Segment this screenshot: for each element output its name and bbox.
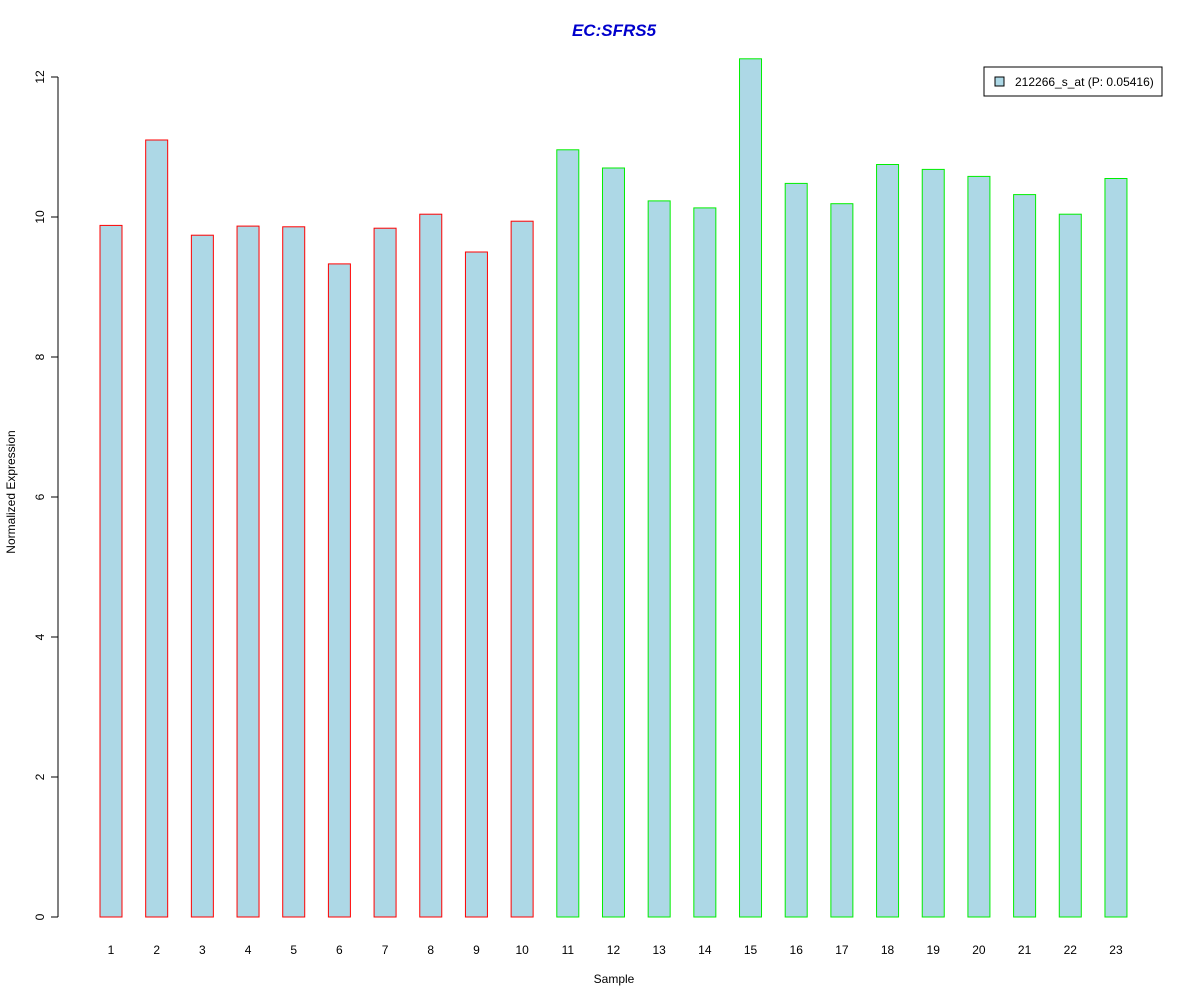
bar-sample-3: [190, 234, 214, 918]
bar-sample-6: [327, 263, 351, 918]
bar-sample-2: [145, 139, 169, 918]
x-tick-labels: 1 2 3 4 5 6 7 8 9 10 11 12 13 14 15 16 17 18 19 20 21 22 23: [108, 943, 1123, 957]
y-tick-label: 4: [33, 633, 47, 640]
bar-sample-21: [1013, 194, 1037, 918]
bar-sample-23: [1104, 178, 1128, 918]
x-tick-label: 22: [1064, 943, 1078, 957]
y-tick-label: 2: [33, 773, 47, 780]
y-tick-label: 6: [33, 493, 47, 500]
bar-sample-13: [647, 200, 671, 918]
bars: [99, 58, 1128, 918]
x-axis-label: Sample: [594, 972, 635, 986]
x-tick-label: 8: [427, 943, 434, 957]
bar-sample-11: [556, 149, 580, 918]
x-tick-label: 14: [698, 943, 712, 957]
bar-sample-7: [373, 227, 397, 918]
legend: 212266_s_at (P: 0.05416): [983, 66, 1163, 97]
bar-sample-5: [282, 226, 306, 918]
bar-sample-12: [601, 167, 625, 918]
x-tick-label: 3: [199, 943, 206, 957]
x-tick-label: 7: [382, 943, 389, 957]
y-axis-label: Normalized Expression: [4, 430, 18, 553]
bar-sample-19: [921, 168, 945, 918]
chart-title: EC:SFRS5: [572, 21, 657, 40]
x-tick-label: 18: [881, 943, 895, 957]
x-tick-label: 20: [972, 943, 986, 957]
x-tick-label: 5: [290, 943, 297, 957]
bar-sample-1: [99, 224, 123, 918]
x-tick-label: 16: [790, 943, 804, 957]
bar-sample-22: [1058, 213, 1082, 918]
y-tick-label: 8: [33, 353, 47, 360]
y-axis: 0 2 4 6 8 10 12: [33, 70, 59, 920]
bar-sample-17: [830, 203, 854, 918]
legend-swatch: [994, 76, 1005, 87]
x-tick-label: 11: [562, 943, 575, 957]
x-tick-label: 21: [1018, 943, 1032, 957]
bar-sample-18: [876, 164, 900, 918]
x-tick-label: 17: [835, 943, 849, 957]
y-tick-label: 10: [33, 210, 47, 224]
x-tick-label: 6: [336, 943, 343, 957]
x-tick-label: 19: [927, 943, 941, 957]
legend-box: [983, 66, 1163, 97]
y-tick-label: 0: [33, 913, 47, 920]
bar-sample-10: [510, 220, 534, 918]
bar-sample-16: [784, 182, 808, 918]
x-tick-label: 12: [607, 943, 621, 957]
x-tick-label: 15: [744, 943, 758, 957]
bar-sample-8: [419, 213, 443, 918]
bar-sample-20: [967, 175, 991, 918]
bar-sample-15: [739, 58, 763, 918]
x-tick-label: 23: [1109, 943, 1123, 957]
bar-sample-4: [236, 225, 260, 918]
x-tick-label: 4: [245, 943, 252, 957]
x-tick-label: 10: [515, 943, 529, 957]
x-tick-label: 9: [473, 943, 480, 957]
bar-sample-14: [693, 207, 717, 918]
x-tick-label: 1: [108, 943, 115, 957]
bar-sample-9: [464, 251, 488, 918]
legend-label: 212266_s_at (P: 0.05416): [1015, 75, 1154, 89]
x-tick-label: 13: [652, 943, 666, 957]
y-tick-label: 12: [33, 70, 47, 84]
x-tick-label: 2: [153, 943, 160, 957]
